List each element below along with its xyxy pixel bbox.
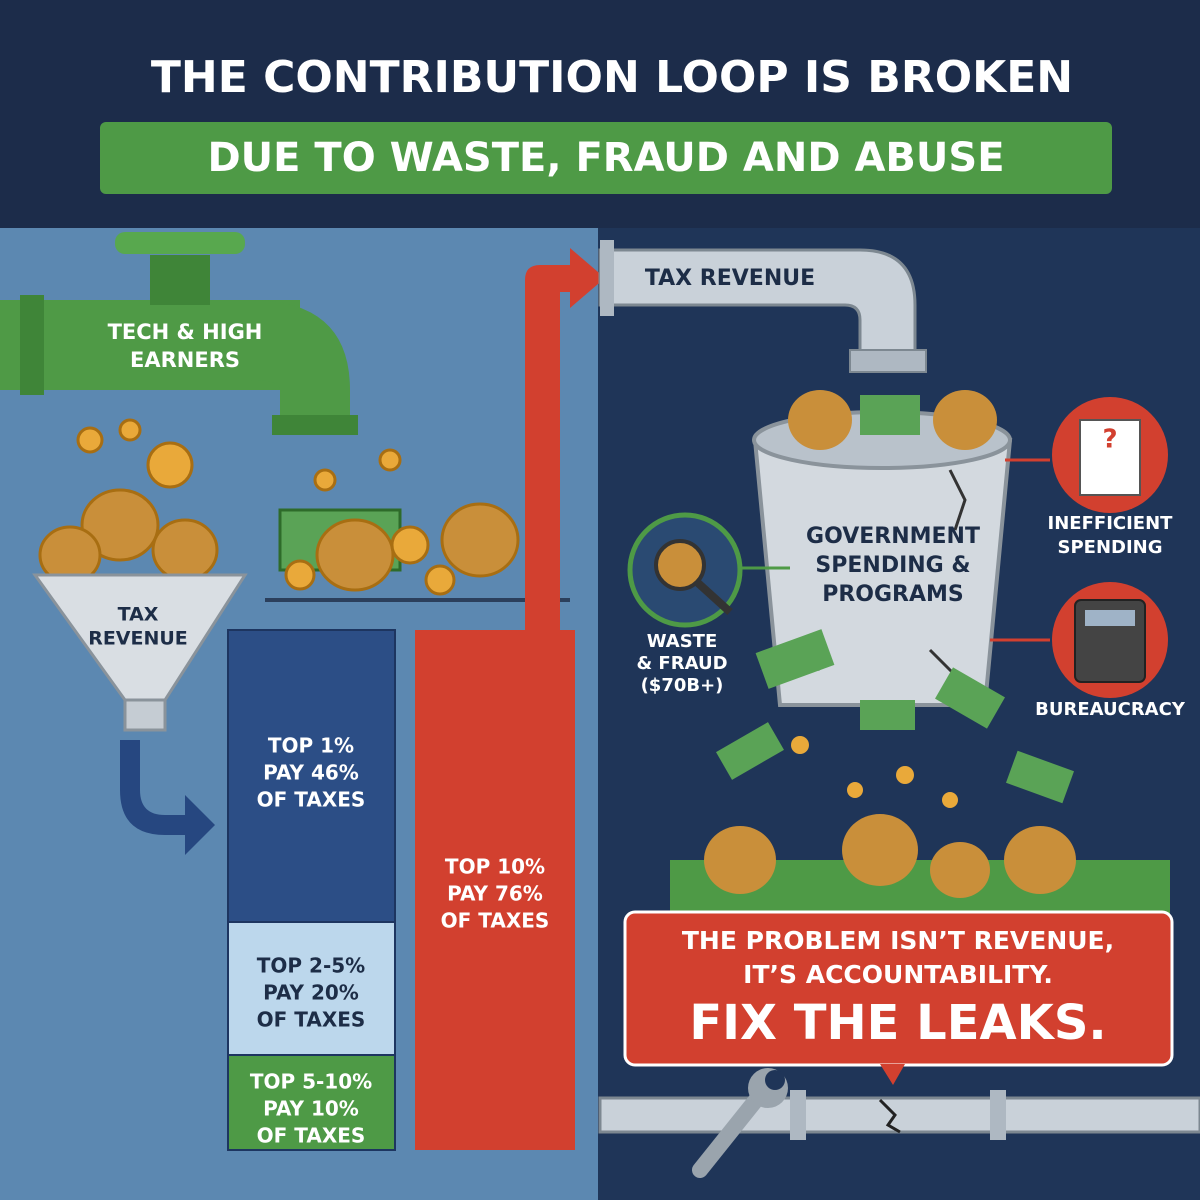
leak-icons: ? <box>627 397 1168 698</box>
bucket-label: SPENDING & <box>815 553 970 578</box>
money-pile <box>38 418 520 596</box>
leak-label: WASTE <box>647 631 718 652</box>
revenue-pipe <box>598 240 927 373</box>
pipe-label: TAX REVENUE <box>645 266 815 291</box>
top10-column <box>415 248 605 1150</box>
bracket-label: OF TAXES <box>257 788 366 812</box>
top10-label: TOP 10% <box>445 855 545 879</box>
subtitle: DUE TO WASTE, FRAUD AND ABUSE <box>207 135 1004 181</box>
bucket-label: PROGRAMS <box>822 582 964 607</box>
funnel-label: TAX <box>118 604 159 626</box>
subtitle-banner <box>100 122 1112 194</box>
funnel-label: REVENUE <box>88 628 188 650</box>
leak-label: & FRAUD <box>636 653 727 674</box>
leak-label: INEFFICIENT <box>1048 513 1174 534</box>
faucet <box>0 232 358 435</box>
callout-text: IT’S ACCOUNTABILITY. <box>743 960 1053 989</box>
callout-text: THE PROBLEM ISN’T REVENUE, <box>682 926 1114 955</box>
leak-label: BUREAUCRACY <box>1035 699 1186 720</box>
top10-label: OF TAXES <box>441 909 550 933</box>
falling-money <box>670 629 1170 920</box>
bracket-label: TOP 2-5% <box>257 954 365 978</box>
source-label: TECH & HIGH <box>108 320 263 344</box>
callout-emphasis: FIX THE LEAKS. <box>689 995 1106 1051</box>
leak-label: SPENDING <box>1058 537 1163 558</box>
bracket-label: OF TAXES <box>257 1124 366 1148</box>
bottom-pipe <box>598 1068 1200 1178</box>
top10-label: PAY 76% <box>447 882 543 906</box>
bucket-label: GOVERNMENT <box>806 524 980 549</box>
leak-label: ($70B+) <box>641 675 724 696</box>
funnel <box>32 573 248 855</box>
bracket-label: TOP 1% <box>268 734 354 758</box>
source-label: EARNERS <box>130 348 240 372</box>
bracket-label: PAY 20% <box>263 981 359 1005</box>
bracket-label: TOP 5-10% <box>250 1070 372 1094</box>
bracket-label: PAY 10% <box>263 1097 359 1121</box>
title: THE CONTRIBUTION LOOP IS BROKEN <box>151 52 1073 103</box>
bracket-label: OF TAXES <box>257 1008 366 1032</box>
top5-10-block <box>227 1054 396 1151</box>
question-mark: ? <box>1102 425 1117 455</box>
top1-block <box>227 629 396 923</box>
callout-pointer <box>880 1064 905 1085</box>
bracket-label: PAY 46% <box>263 761 359 785</box>
